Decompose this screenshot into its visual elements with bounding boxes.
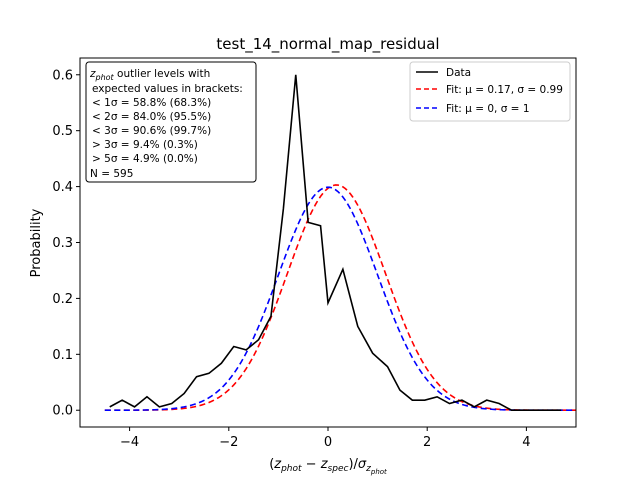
x-tick-label: −4 [120,435,139,450]
annotation-line: < 2σ = 84.0% (95.5%) [92,111,211,123]
x-axis-label: (zphot − zspec)/σzphot [269,457,387,476]
y-tick-label: 0.0 [52,404,73,419]
annotation-line: < 3σ = 90.6% (99.7%) [92,125,211,137]
legend-label-fit-blue: Fit: μ = 0, σ = 1 [446,103,530,115]
y-axis-label: Probability [29,208,44,277]
fit-blue-line [104,186,576,412]
data-line [109,74,562,412]
y-tick-label: 0.3 [52,236,73,251]
legend-label-fit-red: Fit: μ = 0.17, σ = 0.99 [446,84,563,96]
y-tick-label: 0.5 [52,124,73,139]
annotation-z-symbol: z [89,68,96,80]
y-tick-label: 0.6 [52,68,73,83]
legend: Data Fit: μ = 0.17, σ = 0.99 Fit: μ = 0,… [409,61,571,122]
annotation-line: > 3σ = 9.4% (0.3%) [92,139,198,151]
fit-red-line [104,184,576,412]
annotation-line: < 1σ = 58.8% (68.3%) [92,97,211,109]
annotation-line: > 5σ = 4.9% (0.0%) [92,153,198,165]
annotation-line: expected values in brackets: [92,83,243,95]
outlier-annotation: zphot outlier levels with expected value… [85,61,257,183]
x-tick-label: 0 [324,435,332,450]
y-tick-label: 0.1 [52,348,73,363]
x-tick-label: −2 [219,435,238,450]
chart-title: test_14_normal_map_residual [216,35,439,54]
annotation-line1: outlier levels with [114,68,211,80]
y-tick-label: 0.4 [52,180,73,195]
y-tick-label: 0.2 [52,292,73,307]
annotation-line: N = 595 [90,168,133,180]
x-tick-label: 4 [522,435,530,450]
plot-area [104,74,576,412]
annotation-z-subscript: phot [95,73,115,82]
svg-text:zphot outlier levels with: zphot outlier levels with [89,68,210,82]
x-tick-label: 2 [423,435,431,450]
legend-label-data: Data [446,67,471,79]
axis-ticks: −4 −2 0 2 4 0.0 0.1 0.2 0.3 0.4 0.5 0.6 [52,68,530,450]
